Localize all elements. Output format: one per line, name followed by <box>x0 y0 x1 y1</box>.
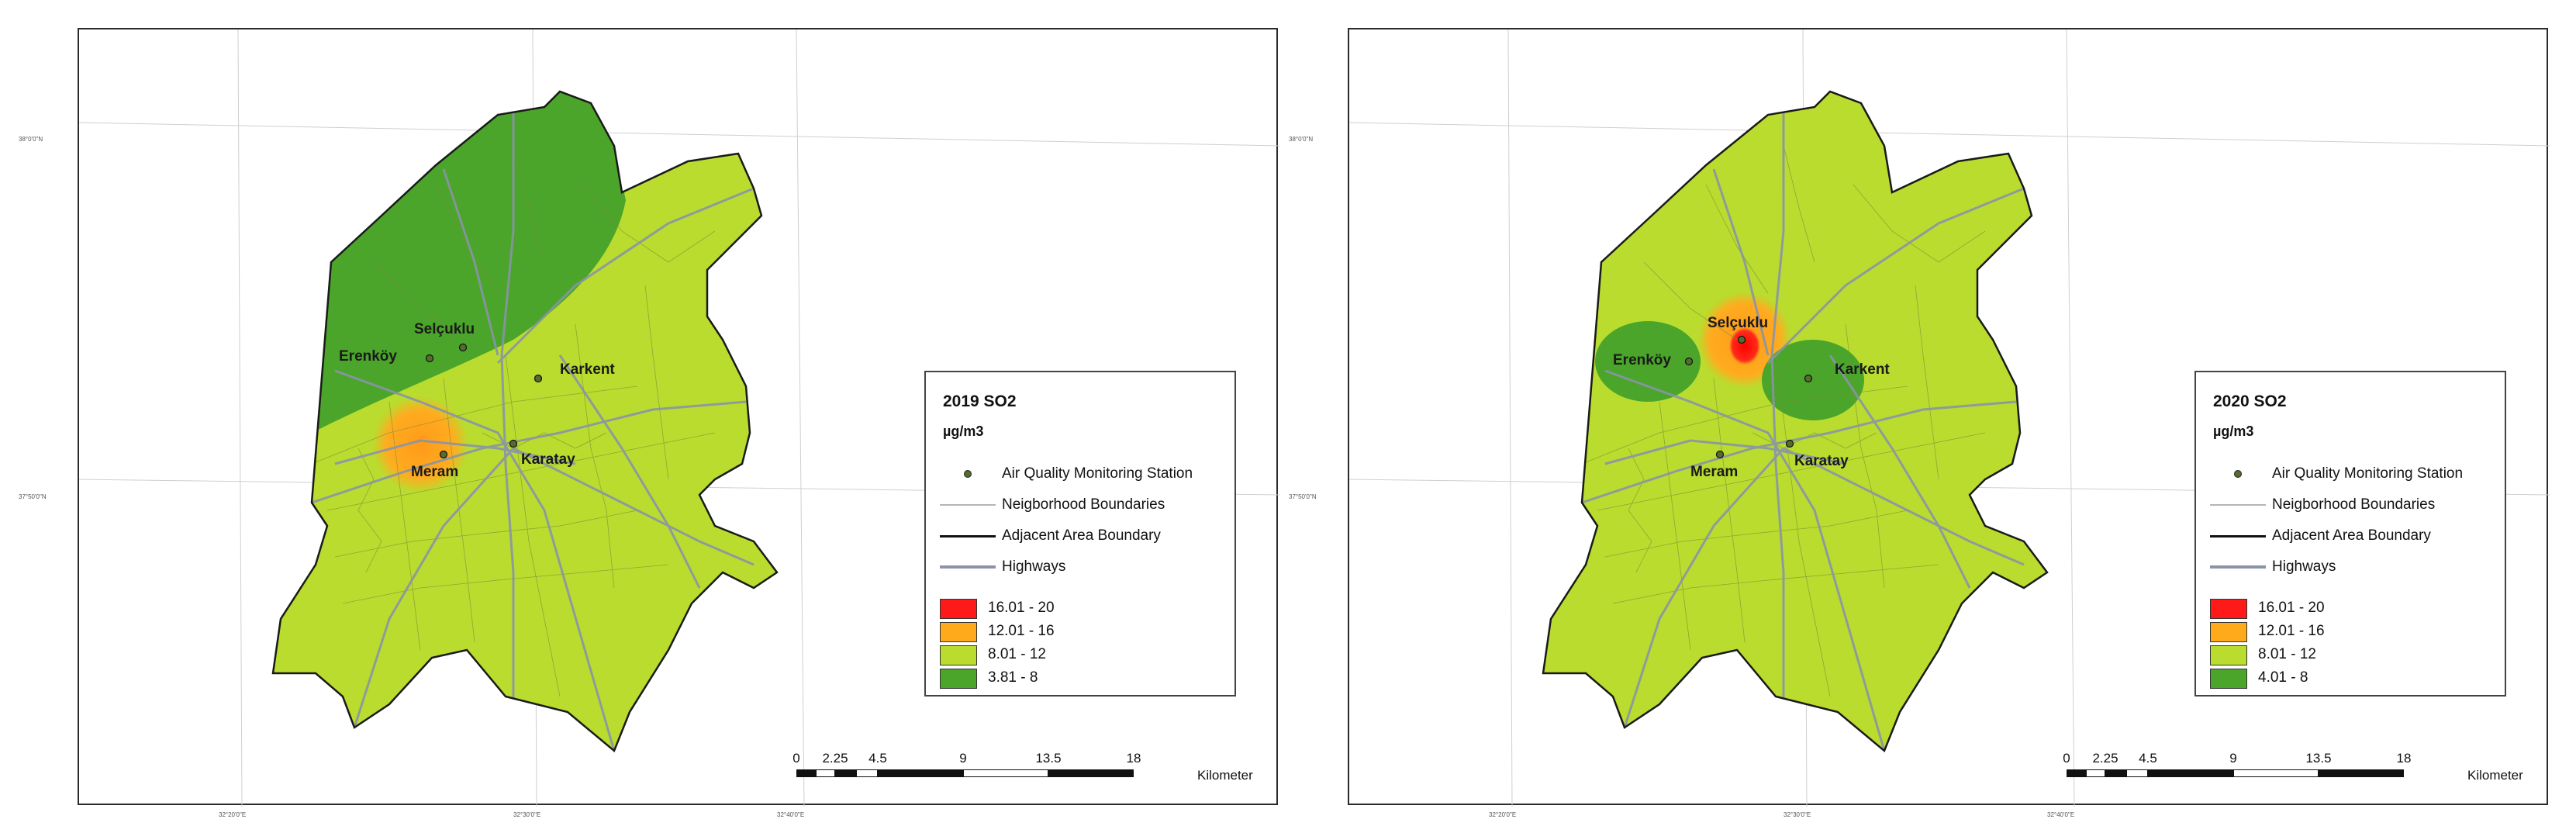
legend-2020: 2020 SO2 µg/m3 Air Quality Monitoring St… <box>2194 371 2506 697</box>
legend-item-adjacent: Adjacent Area Boundary <box>940 526 1161 546</box>
class-label-2: 12.01 - 16 <box>2258 623 2325 639</box>
label-selcuklu: Selçuklu <box>1708 315 1768 331</box>
lat-label-1: 38°0'0"N <box>19 136 43 143</box>
swatch-class-4 <box>2210 669 2247 689</box>
label-erenkoy: Erenköy <box>1613 352 1671 368</box>
legend-item-station: Air Quality Monitoring Station <box>940 464 1193 484</box>
station-selcuklu <box>458 343 468 352</box>
class-label-1: 16.01 - 20 <box>2258 600 2325 616</box>
map-panel-2020: Selçuklu Erenköy Karkent Meram Karatay 3… <box>1289 28 2550 818</box>
station-meram <box>1715 450 1725 459</box>
highways <box>311 107 754 751</box>
label-selcuklu: Selçuklu <box>414 321 475 337</box>
station-dot-icon <box>2210 464 2266 484</box>
adjacent-area-boundary <box>271 90 779 753</box>
legend-item-highways: Highways <box>940 557 1065 577</box>
legend-2019: 2019 SO2 µg/m3 Air Quality Monitoring St… <box>924 371 1236 697</box>
lat-label-2: 37°50'0"N <box>19 493 47 500</box>
legend-title: 2019 SO2 <box>943 392 1017 410</box>
station-selcuklu <box>1737 335 1746 344</box>
lon-label-1: 32°20'0"E <box>1489 811 1517 818</box>
swatch-class-1 <box>940 599 977 619</box>
lon-label-2: 32°30'0"E <box>513 811 541 818</box>
thin-line-icon <box>940 495 996 515</box>
highway-line-icon <box>940 557 996 577</box>
class-low-area-east <box>1762 340 1864 420</box>
highway-line-icon <box>2210 557 2266 577</box>
label-karkent: Karkent <box>1835 361 1890 378</box>
station-karatay <box>1785 439 1794 448</box>
swatch-class-3 <box>940 645 977 665</box>
black-line-icon <box>2210 526 2266 546</box>
station-erenkoy <box>1684 357 1694 366</box>
map-canvas-2019: Selçuklu Erenköy Karkent Meram Karatay <box>79 29 1279 807</box>
monitoring-stations <box>425 343 543 459</box>
station-karkent <box>534 374 543 383</box>
map-canvas-2020: Selçuklu Erenköy Karkent Meram Karatay <box>1349 29 2550 807</box>
label-meram: Meram <box>1690 464 1738 480</box>
legend-item-highways: Highways <box>2210 557 2336 577</box>
class-low-area-west <box>1595 321 1701 402</box>
legend-item-neighborhood: Neigborhood Boundaries <box>940 495 1165 515</box>
swatch-class-1 <box>2210 599 2247 619</box>
class-low-area-north <box>312 92 626 503</box>
legend-item-station: Air Quality Monitoring Station <box>2210 464 2463 484</box>
station-meram <box>439 450 448 459</box>
legend-unit: µg/m3 <box>943 423 984 439</box>
station-erenkoy <box>425 354 434 363</box>
lon-label-2: 32°30'0"E <box>1784 811 1811 818</box>
class-8-12-area <box>1543 92 2047 751</box>
label-meram: Meram <box>411 464 458 480</box>
thin-line-icon <box>2210 495 2266 515</box>
class-label-2: 12.01 - 16 <box>988 623 1055 639</box>
map-panel-2019: Selçuklu Erenköy Karkent Meram Karatay 3… <box>19 28 1279 818</box>
swatch-class-3 <box>2210 645 2247 665</box>
class-label-4: 3.81 - 8 <box>988 669 1038 686</box>
class-label-1: 16.01 - 20 <box>988 600 1055 616</box>
legend-title: 2020 SO2 <box>2213 392 2287 410</box>
station-karatay <box>509 439 518 448</box>
class-label-3: 8.01 - 12 <box>2258 646 2316 662</box>
monitoring-stations <box>1684 335 1813 459</box>
station-karkent <box>1804 374 1813 383</box>
class-16-20-hotspot <box>1729 327 1760 365</box>
scale-bar-2019: 0 2.25 4.5 9 13.5 18 Kilometer <box>792 751 1253 783</box>
class-label-4: 4.01 - 8 <box>2258 669 2308 686</box>
station-dot-icon <box>940 464 996 484</box>
legend-item-neighborhood: Neigborhood Boundaries <box>2210 495 2435 515</box>
class-12-16-hotspot <box>372 396 468 493</box>
swatch-class-2 <box>940 622 977 642</box>
adjacent-area-boundary <box>1542 90 2049 753</box>
scale-bar-2020: 0 2.25 4.5 9 13.5 18 Kilometer <box>2063 751 2523 783</box>
swatch-class-4 <box>940 669 977 689</box>
lat-label-1: 38°0'0"N <box>1289 136 1314 143</box>
lon-label-1: 32°20'0"E <box>219 811 247 818</box>
black-line-icon <box>940 526 996 546</box>
label-erenkoy: Erenköy <box>339 348 397 365</box>
label-karatay: Karatay <box>1794 453 1849 469</box>
label-karkent: Karkent <box>560 361 615 378</box>
class-label-3: 8.01 - 12 <box>988 646 1046 662</box>
lon-label-3: 32°40'0"E <box>2047 811 2075 818</box>
swatch-class-2 <box>2210 622 2247 642</box>
lon-label-3: 32°40'0"E <box>777 811 805 818</box>
legend-unit: µg/m3 <box>2213 423 2254 439</box>
legend-item-adjacent: Adjacent Area Boundary <box>2210 526 2431 546</box>
label-karatay: Karatay <box>521 451 575 468</box>
lat-label-2: 37°50'0"N <box>1289 493 1317 500</box>
